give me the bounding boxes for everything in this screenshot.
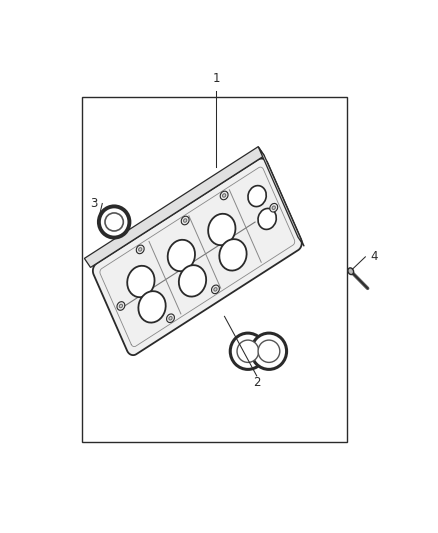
Ellipse shape bbox=[230, 333, 265, 369]
Polygon shape bbox=[85, 147, 264, 268]
Ellipse shape bbox=[223, 193, 226, 197]
Ellipse shape bbox=[179, 265, 206, 296]
Text: 3: 3 bbox=[90, 197, 98, 210]
Ellipse shape bbox=[184, 219, 187, 222]
Polygon shape bbox=[258, 147, 304, 246]
Text: 1: 1 bbox=[212, 72, 220, 85]
Ellipse shape bbox=[272, 206, 276, 209]
Ellipse shape bbox=[169, 317, 172, 320]
Ellipse shape bbox=[168, 240, 195, 271]
Ellipse shape bbox=[138, 248, 142, 251]
Text: 2: 2 bbox=[253, 376, 261, 389]
Ellipse shape bbox=[117, 302, 125, 310]
Ellipse shape bbox=[258, 340, 280, 362]
Ellipse shape bbox=[258, 208, 276, 229]
Ellipse shape bbox=[138, 291, 166, 322]
Ellipse shape bbox=[166, 314, 174, 322]
Text: 4: 4 bbox=[370, 251, 378, 263]
Ellipse shape bbox=[348, 268, 353, 274]
Ellipse shape bbox=[237, 340, 259, 362]
Bar bbox=[82, 97, 347, 441]
Ellipse shape bbox=[181, 216, 189, 225]
Ellipse shape bbox=[99, 206, 130, 238]
Ellipse shape bbox=[248, 185, 266, 207]
Ellipse shape bbox=[136, 245, 144, 254]
Ellipse shape bbox=[251, 333, 286, 369]
Ellipse shape bbox=[214, 288, 217, 291]
Ellipse shape bbox=[127, 266, 155, 297]
Ellipse shape bbox=[212, 285, 219, 294]
Ellipse shape bbox=[219, 239, 247, 271]
Ellipse shape bbox=[270, 204, 278, 212]
Ellipse shape bbox=[119, 304, 123, 308]
Polygon shape bbox=[93, 159, 302, 355]
Ellipse shape bbox=[105, 213, 124, 231]
Ellipse shape bbox=[208, 214, 236, 245]
Ellipse shape bbox=[220, 191, 228, 200]
